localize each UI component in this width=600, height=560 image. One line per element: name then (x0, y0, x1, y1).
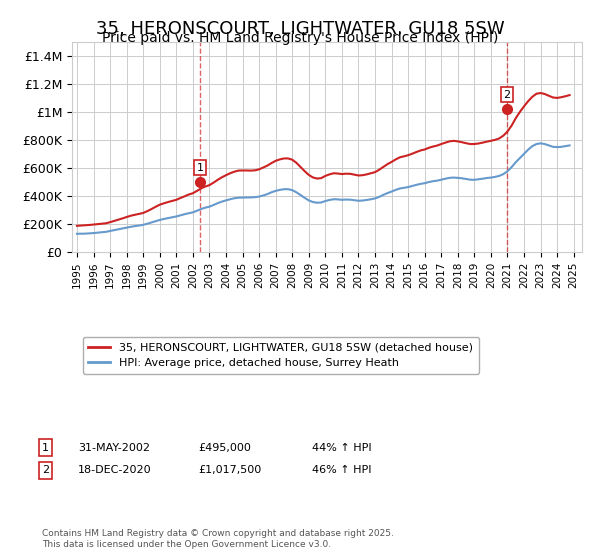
Text: 35, HERONSCOURT, LIGHTWATER, GU18 5SW: 35, HERONSCOURT, LIGHTWATER, GU18 5SW (95, 20, 505, 38)
Text: 18-DEC-2020: 18-DEC-2020 (78, 465, 152, 475)
Text: 31-MAY-2002: 31-MAY-2002 (78, 443, 150, 453)
Text: £1,017,500: £1,017,500 (198, 465, 261, 475)
Legend: 35, HERONSCOURT, LIGHTWATER, GU18 5SW (detached house), HPI: Average price, deta: 35, HERONSCOURT, LIGHTWATER, GU18 5SW (d… (83, 337, 479, 374)
Text: Price paid vs. HM Land Registry's House Price Index (HPI): Price paid vs. HM Land Registry's House … (102, 31, 498, 45)
Text: 1: 1 (196, 163, 203, 172)
Text: 44% ↑ HPI: 44% ↑ HPI (312, 443, 371, 453)
Text: 2: 2 (42, 465, 49, 475)
Text: £495,000: £495,000 (198, 443, 251, 453)
Text: 46% ↑ HPI: 46% ↑ HPI (312, 465, 371, 475)
Text: Contains HM Land Registry data © Crown copyright and database right 2025.
This d: Contains HM Land Registry data © Crown c… (42, 529, 394, 549)
Text: 1: 1 (42, 443, 49, 453)
Text: 2: 2 (503, 90, 511, 100)
